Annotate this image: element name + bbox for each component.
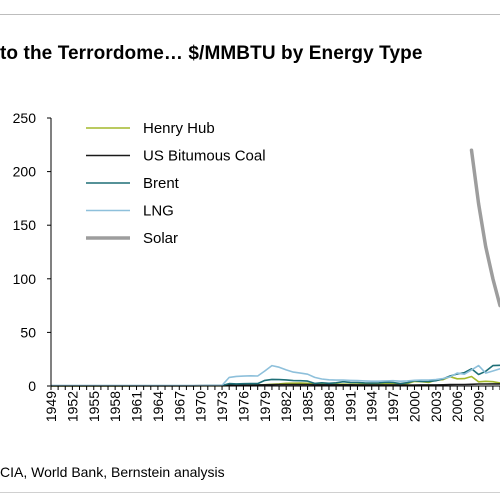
x-tick-label: 1967 [171,391,187,422]
y-tick-label: 100 [13,271,37,287]
x-tick-label: 1994 [364,391,380,422]
legend-label-brent: Brent [143,175,180,192]
y-tick-label: 0 [28,378,36,394]
source-note: CIA, World Bank, Bernstein analysis [0,464,225,480]
legend: Henry Hub US Bitumous Coal Brent LNG Solar [86,120,266,247]
series-line-solar [469,148,500,308]
y-axis-ticks: 0 50 100 150 200 250 [13,110,51,394]
x-tick-label: 2009 [471,391,487,422]
x-tick-label: 1976 [235,391,251,422]
x-tick-label: 1952 [64,391,80,422]
x-tick-label: 1982 [278,391,294,422]
y-tick-label: 50 [20,324,36,340]
x-tick-label: 1991 [342,391,358,422]
x-tick-label: 1997 [385,391,401,422]
chart-title: to the Terrordome… $/MMBTU by Energy Typ… [0,43,423,64]
x-tick-label: 1970 [193,391,209,422]
legend-label-solar: Solar [143,230,178,247]
series-line-lng [50,364,500,387]
x-tick-label: 2003 [428,391,444,422]
series-line-brent [50,364,500,387]
y-tick-label: 200 [13,164,37,180]
legend-label-us-bitumous-coal: US Bitumous Coal [143,148,266,165]
x-tick-label: 2000 [406,391,422,422]
top-rule [0,14,500,15]
x-tick-label: 1988 [321,391,337,422]
x-tick-label: 1961 [129,391,145,422]
series-lines [50,148,500,387]
legend-label-lng: LNG [143,203,174,220]
x-tick-label: 1949 [43,391,59,422]
x-tick-label: 1979 [257,391,273,422]
bottom-rule [0,492,500,493]
y-tick-label: 250 [13,110,37,126]
x-tick-label: 1958 [107,391,123,422]
legend-label-henry-hub: Henry Hub [143,120,215,137]
x-tick-label: 1973 [214,391,230,422]
y-tick-label: 150 [13,217,37,233]
x-tick-label: 1985 [300,391,316,422]
x-tick-label: 2006 [449,391,465,422]
x-tick-label: 1964 [150,391,166,422]
x-tick-label: 1955 [86,391,102,422]
x-axis-ticks: 1949 1952 1955 1958 1961 1964 1967 1970 1973 1976… [43,386,500,422]
